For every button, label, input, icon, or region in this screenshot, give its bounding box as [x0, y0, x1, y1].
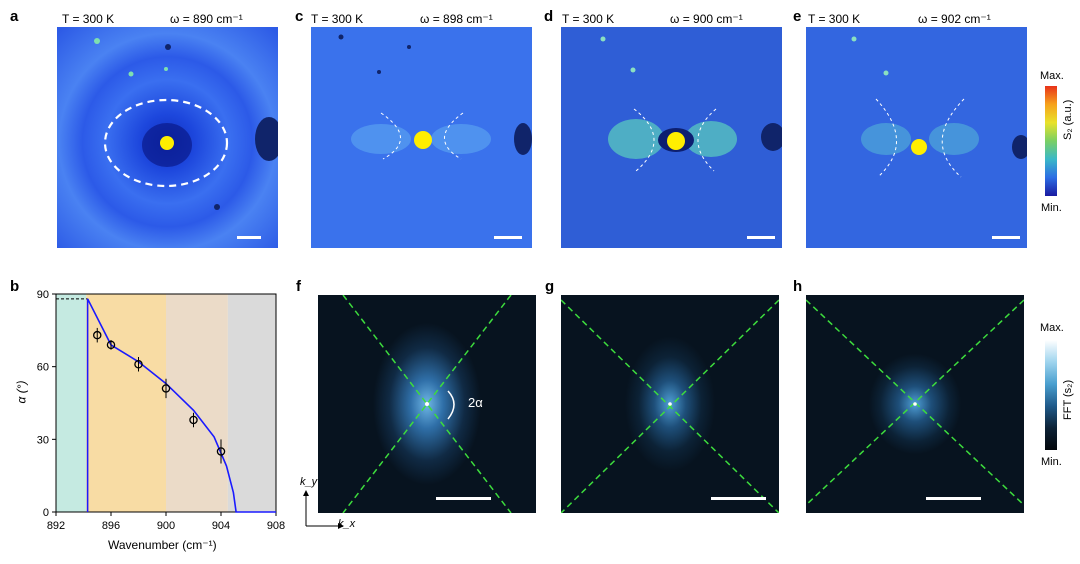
data-point — [93, 330, 102, 340]
x-tick-label: 896 — [102, 520, 120, 532]
tip-marker — [667, 132, 685, 150]
scale-bar-c — [494, 236, 522, 239]
panel-label-b: b — [10, 278, 20, 295]
y-tick-label: 90 — [37, 289, 49, 301]
dashed-ellipse — [103, 98, 229, 188]
near-field-image-e-svg — [806, 27, 1027, 248]
y-axis-label: α (°) — [14, 380, 29, 404]
panel-a-frequency: ω = 890 cm⁻¹ — [170, 12, 243, 26]
panel-label-c: c — [295, 8, 304, 25]
scale-bar-h — [926, 497, 981, 500]
colorbar-top-label: S₂ (a.u.) — [1062, 99, 1074, 140]
scale-bar-g — [711, 497, 766, 500]
panel-e-temperature: T = 300 K — [808, 12, 861, 26]
scale-bar-e — [992, 236, 1020, 239]
colorbar-top-min: Min. — [1041, 202, 1062, 214]
k-axis-indicator — [303, 490, 344, 529]
x-tick-label: 900 — [157, 520, 175, 532]
colorbar-top-max: Max. — [1040, 70, 1064, 82]
near-field-image-e — [806, 27, 1027, 248]
data-point — [106, 340, 116, 350]
x-tick-label: 908 — [267, 520, 285, 532]
near-field-image-d — [561, 27, 782, 248]
tip-marker — [911, 139, 927, 155]
colorbar-bottom-max: Max. — [1040, 322, 1064, 334]
fft-image-f — [318, 295, 536, 513]
panel-label-a: a — [10, 8, 19, 25]
panel-label-h: h — [793, 278, 803, 295]
panel-label-e: e — [793, 8, 802, 25]
fft-image-h-svg — [806, 295, 1024, 513]
data-point — [161, 384, 171, 393]
panel-d-frequency: ω = 900 cm⁻¹ — [670, 12, 743, 26]
near-field-image-a-svg — [57, 27, 278, 248]
tip-marker — [160, 136, 174, 150]
colorbar-bottom-min: Min. — [1041, 456, 1062, 468]
x-axis-label: Wavenumber (cm⁻¹) — [108, 538, 217, 552]
fft-image-h — [806, 295, 1024, 513]
colorbar-top — [1045, 86, 1057, 196]
fft-image-f-svg — [318, 295, 536, 513]
scale-bar-a — [237, 236, 261, 239]
fft-image-g — [561, 295, 779, 513]
x-tick-label: 892 — [47, 520, 65, 532]
colorbar-bottom-label: FFT (s₂) — [1062, 379, 1074, 420]
panel-label-g: g — [545, 278, 555, 295]
scale-bar-d — [747, 236, 775, 239]
y-tick-label: 60 — [37, 362, 49, 374]
near-field-image-a — [57, 27, 278, 248]
near-field-image-c — [311, 27, 532, 248]
kx-label: k_x — [338, 518, 356, 530]
y-tick-label: 30 — [37, 434, 49, 446]
panel-label-f: f — [296, 278, 301, 295]
shaded-region — [56, 294, 87, 512]
data-point — [189, 415, 198, 425]
panel-c-frequency: ω = 898 cm⁻¹ — [420, 12, 493, 26]
scale-bar-f — [436, 497, 491, 500]
panel-a-temperature: T = 300 K — [62, 12, 115, 26]
dispersion-chart: 892 896 900 904 908 0 30 60 90 — [37, 289, 285, 532]
near-field-image-d-svg — [561, 27, 782, 248]
panel-c-temperature: T = 300 K — [311, 12, 364, 26]
shaded-region — [86, 294, 166, 512]
model-curve — [86, 298, 276, 513]
shaded-region — [227, 294, 276, 512]
tip-marker — [414, 131, 432, 149]
near-field-image-c-svg — [311, 27, 532, 248]
data-point — [134, 359, 143, 369]
shaded-region — [166, 294, 228, 512]
y-tick-label: 0 — [43, 507, 49, 519]
fft-image-g-svg — [561, 295, 779, 513]
panel-label-d: d — [544, 8, 554, 25]
x-tick-label: 904 — [212, 520, 230, 532]
panel-e-frequency: ω = 902 cm⁻¹ — [918, 12, 991, 26]
panel-d-temperature: T = 300 K — [562, 12, 615, 26]
colorbar-bottom — [1045, 340, 1057, 450]
angle-annotation: 2α — [468, 395, 483, 410]
data-point — [216, 447, 226, 456]
ky-label: k_y — [300, 476, 318, 488]
